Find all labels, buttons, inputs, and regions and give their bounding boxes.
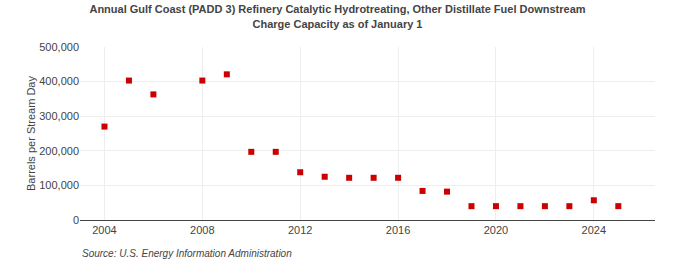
svg-text:2016: 2016 bbox=[386, 224, 410, 236]
svg-text:2020: 2020 bbox=[484, 224, 508, 236]
svg-text:2008: 2008 bbox=[190, 224, 214, 236]
svg-text:Source: U.S. Energy Informatio: Source: U.S. Energy Information Administ… bbox=[82, 248, 292, 259]
svg-text:Annual Gulf Coast (PADD 3) Ref: Annual Gulf Coast (PADD 3) Refinery Cata… bbox=[89, 3, 585, 29]
svg-text:300,000: 300,000 bbox=[39, 110, 79, 122]
svg-text:100,000: 100,000 bbox=[39, 179, 79, 191]
svg-text:2012: 2012 bbox=[288, 224, 312, 236]
svg-text:2004: 2004 bbox=[92, 224, 116, 236]
svg-text:2024: 2024 bbox=[582, 224, 606, 236]
svg-text:500,000: 500,000 bbox=[39, 41, 79, 53]
svg-text:400,000: 400,000 bbox=[39, 75, 79, 87]
svg-text:Barrels per Stream Day: Barrels per Stream Day bbox=[25, 76, 37, 191]
svg-text:200,000: 200,000 bbox=[39, 145, 79, 157]
svg-text:0: 0 bbox=[73, 214, 79, 226]
